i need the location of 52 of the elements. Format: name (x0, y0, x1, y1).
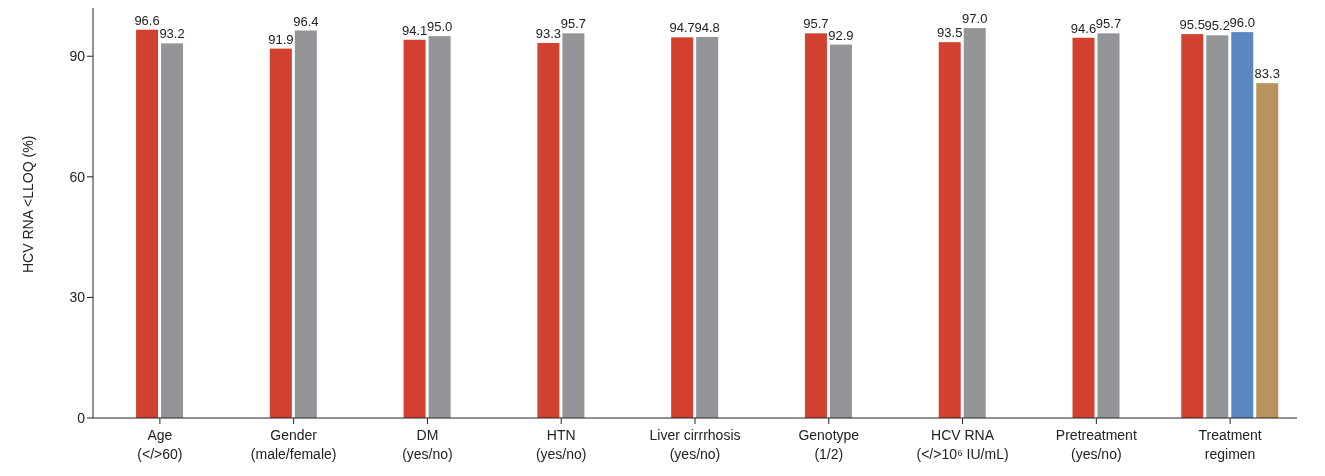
data-label: 95.5 (1179, 17, 1205, 33)
data-label: 96.4 (293, 13, 319, 29)
bar (1256, 83, 1279, 418)
x-tick-label: Liver cirrrhosis (yes/no) (649, 427, 741, 462)
y-tick-label: 60 (69, 168, 86, 185)
data-label: 93.3 (535, 25, 562, 41)
bar (696, 36, 719, 418)
bar (1231, 32, 1254, 418)
data-label: 96.6 (134, 12, 160, 28)
x-tick-label: HCV RNA (</>10⁶ IU/mL) (916, 427, 1009, 462)
data-label: 91.9 (268, 31, 294, 47)
y-tick-label: 30 (69, 289, 86, 306)
data-label: 93.5 (937, 25, 963, 41)
data-label: 94.7 (669, 20, 695, 36)
x-tick-label: Genotype (1/2) (798, 427, 860, 462)
data-label: 83.3 (1254, 66, 1280, 82)
bar (269, 48, 292, 418)
x-tick-label: Treatment regimen (1198, 427, 1262, 462)
data-label: 95.0 (426, 19, 453, 35)
data-label: 95.7 (1095, 16, 1122, 32)
data-label: 95.7 (560, 16, 587, 32)
data-label: 93.2 (159, 26, 185, 42)
data-label: 97.0 (962, 11, 988, 27)
x-tick-label: Age (</>60) (137, 427, 183, 462)
data-label: 94.8 (694, 19, 720, 35)
data-label: 96.0 (1229, 15, 1255, 31)
bar (963, 28, 986, 418)
data-label: 95.2 (1204, 18, 1230, 34)
bar (671, 37, 694, 418)
x-tick-label: HTN (yes/no) (535, 427, 587, 462)
bar (537, 42, 560, 418)
data-label: 94.6 (1070, 20, 1097, 36)
bar (403, 39, 426, 418)
data-label: 92.9 (828, 27, 854, 43)
y-tick-label: 0 (77, 409, 86, 426)
x-tick-label: DM (yes/no) (402, 427, 453, 462)
bar (428, 36, 451, 418)
bar (1097, 33, 1120, 418)
data-label: 94.1 (401, 22, 428, 38)
bar (938, 42, 961, 418)
y-axis-title: HCV RNA <LLOQ (%) (19, 135, 36, 273)
bar (1072, 37, 1095, 418)
bar (161, 43, 184, 418)
bar (804, 33, 827, 418)
data-label: 95.7 (803, 16, 829, 32)
bar (294, 30, 317, 418)
bar (136, 29, 159, 418)
y-tick-label: 90 (69, 48, 86, 65)
x-tick-label: Pretreatment (yes/no) (1055, 427, 1137, 462)
x-tick-label: Gender (male/female) (250, 427, 337, 462)
bar (829, 44, 852, 418)
bar (562, 33, 585, 418)
